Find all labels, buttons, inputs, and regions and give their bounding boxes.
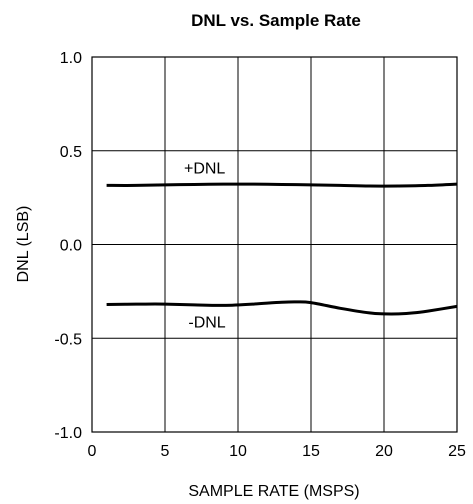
x-axis-ticks: 0 5 10 15 20 25 bbox=[88, 443, 466, 460]
y-tick-label: 0.0 bbox=[60, 238, 82, 255]
series-line-plus-dnl bbox=[106, 182, 458, 188]
chart-title: DNL vs. Sample Rate bbox=[191, 11, 361, 30]
x-axis-label: SAMPLE RATE (MSPS) bbox=[188, 483, 359, 500]
y-tick-label: 1.0 bbox=[60, 50, 82, 67]
x-tick-label: 20 bbox=[375, 443, 393, 460]
x-tick-label: 5 bbox=[161, 443, 170, 460]
gridlines bbox=[92, 57, 457, 432]
y-axis-ticks: 1.0 0.5 0.0 -0.5 -1.0 bbox=[54, 50, 82, 442]
x-tick-label: 10 bbox=[229, 443, 247, 460]
plot-frame bbox=[91, 56, 458, 433]
x-tick-label: 0 bbox=[88, 443, 97, 460]
y-tick-label: 0.5 bbox=[60, 144, 82, 161]
x-tick-label: 25 bbox=[448, 443, 466, 460]
series-layer bbox=[106, 182, 458, 316]
y-tick-label: -0.5 bbox=[54, 331, 82, 348]
y-axis-label: DNL (LSB) bbox=[15, 206, 32, 283]
series-label: +DNL bbox=[184, 161, 225, 178]
series-label: -DNL bbox=[188, 314, 225, 331]
series-label-layer: +DNL -DNL bbox=[184, 161, 226, 332]
x-tick-label: 15 bbox=[302, 443, 320, 460]
y-tick-label: -1.0 bbox=[54, 425, 82, 442]
plot-area: +DNL -DNL bbox=[91, 56, 458, 433]
series-line-minus-dnl bbox=[106, 300, 458, 316]
